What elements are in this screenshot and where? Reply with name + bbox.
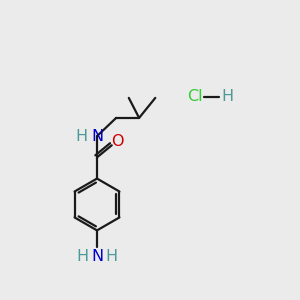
Text: H: H: [221, 89, 233, 104]
Text: N: N: [91, 129, 103, 144]
Text: O: O: [111, 134, 123, 149]
Text: Cl: Cl: [188, 89, 203, 104]
Text: N: N: [91, 249, 103, 264]
Text: H: H: [105, 249, 117, 264]
Text: H: H: [76, 129, 88, 144]
Text: H: H: [76, 249, 89, 264]
